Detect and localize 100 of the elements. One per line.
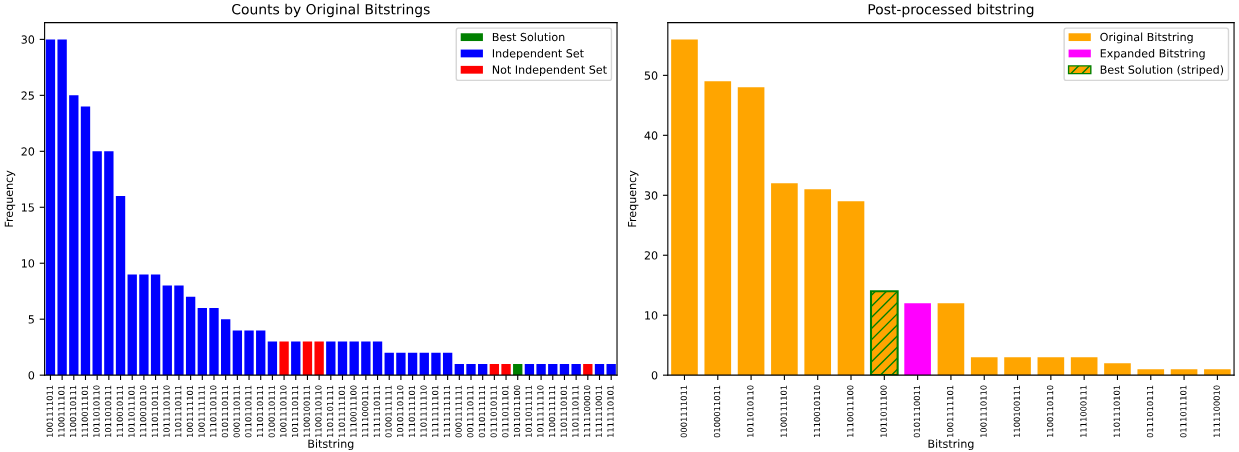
- bar: [1204, 369, 1231, 376]
- bar: [267, 341, 278, 376]
- y-tick-label: 10: [21, 259, 35, 268]
- x-tick-label: 1011011100: [880, 385, 887, 437]
- bar: [162, 285, 172, 376]
- y-axis-title: Frequency: [627, 170, 639, 227]
- bar: [571, 363, 581, 376]
- x-tick-label: 1110110111: [151, 385, 158, 437]
- x-tick-label: 0111011101: [1180, 385, 1187, 438]
- x-tick-label: 1100110111: [69, 385, 77, 437]
- bar: [419, 352, 429, 376]
- x-tick-label: 0101110111: [221, 385, 229, 438]
- bar: [209, 308, 219, 376]
- bar: [372, 341, 383, 376]
- bar: [869, 290, 899, 376]
- bar: [221, 319, 231, 376]
- bar: [256, 330, 266, 376]
- x-tick-label: 1110111101: [408, 385, 415, 437]
- legend-label: Expanded Bitstring: [1100, 48, 1205, 60]
- bar: [478, 363, 488, 376]
- bar: [326, 341, 336, 376]
- x-tick-label: 1001111101: [186, 385, 194, 437]
- x-tick-label: 1001111011: [46, 385, 53, 437]
- bar: [671, 39, 698, 376]
- y-tick-label: 20: [21, 147, 35, 156]
- y-tick-label: 0: [651, 371, 658, 380]
- x-tick-label: 0111010111: [490, 385, 497, 438]
- legend-label: Original Bitstring: [1100, 32, 1193, 44]
- x-tick-label: 1111110101: [607, 385, 614, 437]
- x-tick-label: 1110011101: [81, 385, 88, 437]
- x-tick-label: 1111100010: [583, 385, 591, 437]
- bar: [45, 39, 56, 376]
- x-tick-label: 1011011101: [128, 385, 135, 437]
- bar: [361, 341, 371, 376]
- bar: [197, 308, 207, 376]
- bar: [501, 363, 511, 376]
- bar: [1137, 369, 1165, 376]
- y-tick-label: 5: [28, 315, 34, 324]
- bar: [396, 352, 406, 376]
- bar: [904, 303, 931, 376]
- x-tick-label: 1101101111: [326, 385, 334, 437]
- x-tick-label: 1110110111: [256, 385, 264, 437]
- x-tick-label: 1101110101: [1113, 385, 1120, 437]
- x-axis-title: Bitstring: [308, 439, 354, 451]
- x-tick-label: 0111010111: [1146, 385, 1154, 438]
- x-tick-label: 0001111111: [455, 385, 462, 438]
- bar: [104, 151, 114, 376]
- bar: [127, 274, 137, 376]
- legend-label: Best Solution (striped): [1100, 65, 1224, 76]
- bar: [970, 357, 998, 376]
- x-tick-label: 1110011100: [847, 385, 854, 437]
- x-tick-label: 0111011101: [502, 385, 509, 438]
- x-tick-label: 1110010110: [140, 385, 147, 437]
- legend-label: Independent Set: [492, 48, 584, 60]
- bar: [1070, 357, 1098, 376]
- bar: [513, 363, 523, 376]
- x-tick-label: 1110010111: [116, 385, 123, 437]
- y-tick-label: 20: [644, 251, 658, 260]
- x-tick-label: 1011011100: [513, 385, 521, 437]
- y-tick-label: 40: [644, 131, 658, 140]
- x-tick-label: 1110010110: [813, 385, 821, 437]
- x-tick-label: 0100011011: [713, 385, 721, 438]
- bar: [57, 39, 67, 376]
- x-tick-label: 1100111111: [548, 385, 556, 437]
- x-tick-label: 1101110101: [560, 385, 567, 437]
- x-tick-label: 0001111011: [680, 385, 687, 438]
- x-tick-label: 1100100111: [1013, 385, 1020, 437]
- bar: [606, 363, 616, 376]
- bar: [349, 341, 359, 376]
- bar: [489, 363, 500, 376]
- x-tick-label: 1011010111: [104, 385, 112, 437]
- chart-title: Counts by Original Bitstrings: [232, 3, 430, 18]
- y-tick-label: 25: [21, 91, 34, 100]
- x-tick-label: 1111000111: [1080, 385, 1087, 437]
- bar: [1104, 363, 1131, 376]
- x-tick-label: 1111100010: [1213, 385, 1220, 437]
- bar: [314, 341, 324, 376]
- x-tick-label: 1110011100: [350, 385, 357, 437]
- x-tick-label: 1011011111: [525, 385, 532, 437]
- x-tick-label: 1001110110: [980, 385, 987, 437]
- bar: [69, 95, 79, 376]
- bar: [1170, 369, 1198, 376]
- bar: [771, 183, 798, 376]
- x-tick-label: 0101110011: [913, 385, 921, 438]
- bar: [150, 274, 161, 376]
- x-tick-label: 1111111111: [443, 385, 450, 437]
- x-tick-label: 1011010110: [747, 385, 754, 437]
- x-tick-label: 1111110011: [595, 385, 602, 437]
- x-tick-label: 0011110111: [467, 385, 474, 438]
- bar: [559, 363, 570, 376]
- x-tick-label: 1011110111: [291, 385, 299, 437]
- x-tick-label: 0100111111: [385, 385, 392, 438]
- x-tick-label: 0110111111: [478, 385, 486, 438]
- bar: [139, 274, 149, 376]
- x-tick-label: 1100100111: [303, 385, 310, 437]
- x-tick-label: 1100111101: [58, 385, 65, 437]
- bar: [466, 363, 476, 376]
- bar: [548, 363, 558, 376]
- y-tick-label: 0: [28, 371, 35, 380]
- legend-label: Not Independent Set: [492, 65, 607, 76]
